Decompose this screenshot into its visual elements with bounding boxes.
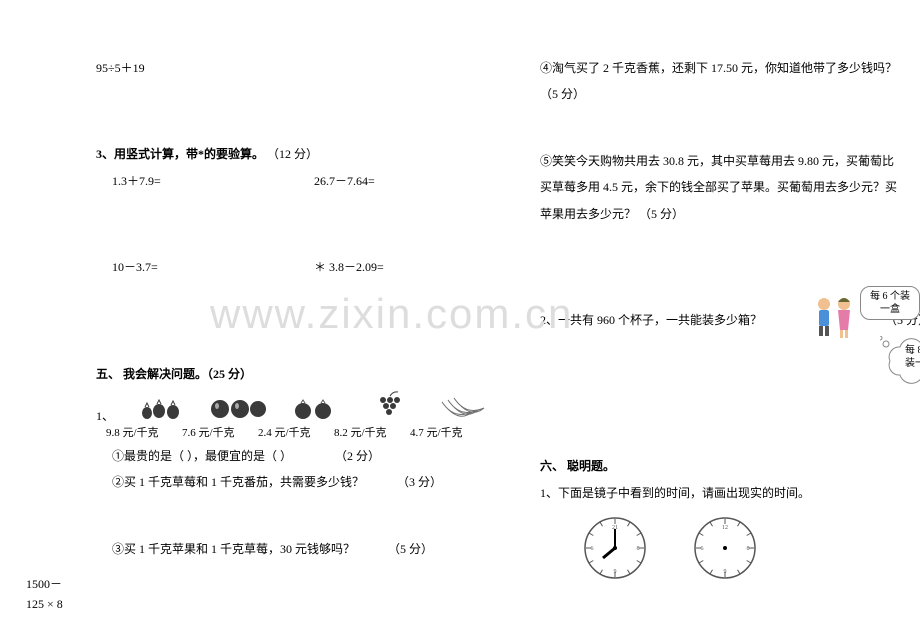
left-page: 95÷5＋19 3、用竖式计算，带*的要验算。 （12 分） 1.3＋7.9= … <box>96 0 516 565</box>
section6-heading: 六、 聪明题。 <box>540 456 920 476</box>
q1-2-text: ②买 1 千克草莓和 1 千克番茄，共需要多少钱？ <box>112 475 364 489</box>
svg-text:9: 9 <box>724 569 727 575</box>
fruit-strawberry <box>124 390 196 420</box>
bubble2-l1: 每 8 盒 <box>890 344 920 357</box>
q3-d: ＊ 3.8－2.09= <box>314 257 516 277</box>
q1-4-pts: （5 分） <box>540 84 920 104</box>
q1-2: ②买 1 千克草莓和 1 千克番茄，共需要多少钱？ （3 分） <box>96 472 516 492</box>
price-1: 9.8 元/千克 <box>106 424 178 440</box>
price-3: 2.4 元/千克 <box>258 424 330 440</box>
q1-2-pts: （3 分） <box>397 475 442 489</box>
clock-2: 12 8 9 6 <box>690 513 760 587</box>
q3-heading-text: 3、用竖式计算，带*的要验算。 <box>96 147 264 161</box>
svg-text:6: 6 <box>591 546 594 552</box>
q3-row2: 10－3.7= ＊ 3.8－2.09= <box>96 257 516 277</box>
kids-icon <box>810 292 860 342</box>
q3-heading: 3、用竖式计算，带*的要验算。 （12 分） <box>96 144 516 164</box>
svg-text:9: 9 <box>614 569 617 575</box>
speech-bubble-2: 每 8 盒 装一箱 <box>890 344 920 370</box>
q3-c: 10－3.7= <box>112 257 314 277</box>
fruit-tomato <box>276 390 348 420</box>
q6-1: 1、下面是镜子中看到的时间，请画出现实的时间。 <box>540 483 920 503</box>
q3-points: （12 分） <box>267 147 318 161</box>
q1-3-text: ③买 1 千克苹果和 1 千克草莓，30 元钱够吗？ <box>112 542 355 556</box>
fruit-grape <box>352 390 424 420</box>
section5-heading: 五、 我会解决问题。（25 分） <box>96 364 516 384</box>
footer-note: 1500－ 125 × 8 <box>26 574 126 615</box>
q3-b: 26.7－7.64= <box>314 171 516 191</box>
q1-5a: ⑤笑笑今天购物共用去 30.8 元，其中买草莓用去 9.80 元，买葡萄比 <box>540 151 920 171</box>
svg-text:12: 12 <box>722 525 728 531</box>
expr-line: 95÷5＋19 <box>96 58 516 78</box>
q1-1-pts: （2 分） <box>335 449 380 463</box>
footer-l1: 1500－ <box>26 574 126 594</box>
q1-1: ①最贵的是（ ），最便宜的是（ ） （2 分） <box>96 446 516 466</box>
bubble1-l2: 一盒 <box>861 303 919 316</box>
price-5: 4.7 元/千克 <box>410 424 482 440</box>
price-2: 7.6 元/千克 <box>182 424 254 440</box>
bubble-group: 每 6 个装 一盒 每 8 盒 装一箱 <box>770 286 920 396</box>
price-4: 8.2 元/千克 <box>334 424 406 440</box>
footer-l2: 125 × 8 <box>26 594 126 614</box>
q1-5b: 买草莓多用 4.5 元，余下的钱全部买了苹果。买葡萄用去多少元？买 <box>540 177 920 197</box>
bubble2-l2: 装一箱 <box>890 357 920 370</box>
q1-label: 1、 <box>96 393 114 424</box>
right-page: ④淘气买了 2 千克香蕉，还剩下 17.50 元，你知道他带了多少钱吗？ （5 … <box>540 0 920 587</box>
fruit-apple <box>200 390 272 420</box>
q1-1-text: ①最贵的是（ ），最便宜的是（ ） <box>112 449 292 463</box>
fruit-banana <box>428 390 500 420</box>
svg-text:8: 8 <box>637 546 640 552</box>
q3-a: 1.3＋7.9= <box>112 171 314 191</box>
q1-4: ④淘气买了 2 千克香蕉，还剩下 17.50 元，你知道他带了多少钱吗？ <box>540 58 920 78</box>
speech-bubble-1: 每 6 个装 一盒 <box>860 286 920 320</box>
clock-1: 21 8 9 6 <box>580 513 650 587</box>
q1-3: ③买 1 千克苹果和 1 千克草莓，30 元钱够吗？ （5 分） <box>96 539 516 559</box>
clock-row: 21 8 9 6 12 8 <box>540 513 920 587</box>
q2-text: 2、一共有 960 个杯子，一共能装多少箱？ <box>540 313 762 327</box>
q1-5c: 苹果用去多少元？ （5 分） <box>540 204 920 224</box>
svg-text:8: 8 <box>747 546 750 552</box>
q1-3-pts: （5 分） <box>388 542 433 556</box>
bubble1-l1: 每 6 个装 <box>861 290 919 303</box>
svg-text:6: 6 <box>701 546 704 552</box>
fruit-row <box>114 390 500 420</box>
price-row: 9.8 元/千克 7.6 元/千克 2.4 元/千克 8.2 元/千克 4.7 … <box>96 424 516 440</box>
q3-row1: 1.3＋7.9= 26.7－7.64= <box>96 171 516 191</box>
